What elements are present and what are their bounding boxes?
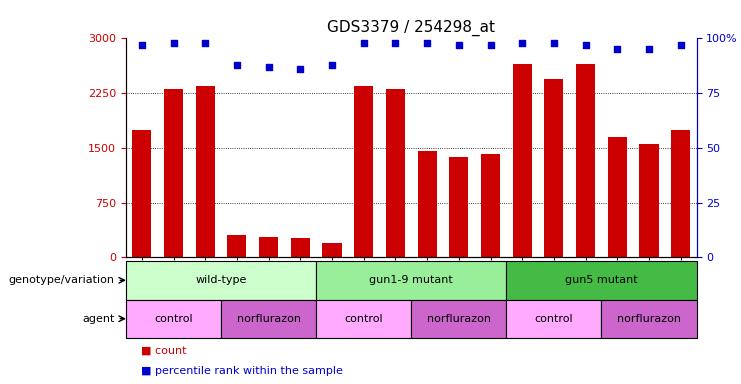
Bar — [386, 89, 405, 257]
Bar — [221, 300, 316, 338]
Point — [516, 40, 528, 46]
Bar — [322, 243, 342, 257]
Text: agent: agent — [82, 314, 115, 324]
Bar — [126, 261, 316, 300]
Text: norflurazon: norflurazon — [427, 314, 491, 324]
Text: norflurazon: norflurazon — [236, 314, 301, 324]
Bar — [671, 130, 690, 257]
Bar — [418, 152, 436, 257]
Text: ■ percentile rank within the sample: ■ percentile rank within the sample — [141, 366, 342, 376]
Bar — [411, 300, 506, 338]
Point — [485, 42, 496, 48]
Text: ■ count: ■ count — [141, 345, 186, 355]
Text: control: control — [345, 314, 383, 324]
Bar — [545, 78, 563, 257]
Point — [294, 66, 306, 72]
Point — [611, 46, 623, 53]
Bar — [164, 89, 183, 257]
Point — [358, 40, 370, 46]
Point — [136, 42, 147, 48]
Text: wild-type: wild-type — [196, 275, 247, 285]
Bar — [481, 154, 500, 257]
Bar — [316, 300, 411, 338]
Point — [548, 40, 560, 46]
Bar — [316, 261, 506, 300]
Bar — [290, 238, 310, 257]
Bar — [506, 261, 697, 300]
Point — [643, 46, 655, 53]
Bar — [608, 137, 627, 257]
Bar — [133, 130, 151, 257]
Bar — [449, 157, 468, 257]
Text: norflurazon: norflurazon — [617, 314, 681, 324]
Bar — [259, 237, 278, 257]
Bar — [354, 86, 373, 257]
Text: control: control — [534, 314, 574, 324]
Text: gun5 mutant: gun5 mutant — [565, 275, 638, 285]
Point — [199, 40, 211, 46]
Point — [675, 42, 687, 48]
Point — [453, 42, 465, 48]
Text: control: control — [154, 314, 193, 324]
Bar — [506, 300, 602, 338]
Point — [326, 61, 338, 68]
Bar — [513, 64, 532, 257]
Point — [231, 61, 243, 68]
Point — [262, 64, 274, 70]
Point — [390, 40, 402, 46]
Bar — [576, 64, 595, 257]
Bar — [639, 144, 659, 257]
Text: gun1-9 mutant: gun1-9 mutant — [369, 275, 453, 285]
Point — [579, 42, 591, 48]
Point — [421, 40, 433, 46]
Bar — [602, 300, 697, 338]
Point — [167, 40, 179, 46]
Title: GDS3379 / 254298_at: GDS3379 / 254298_at — [328, 20, 495, 36]
Bar — [227, 235, 247, 257]
Bar — [126, 300, 221, 338]
Text: genotype/variation: genotype/variation — [9, 275, 115, 285]
Bar — [196, 86, 215, 257]
